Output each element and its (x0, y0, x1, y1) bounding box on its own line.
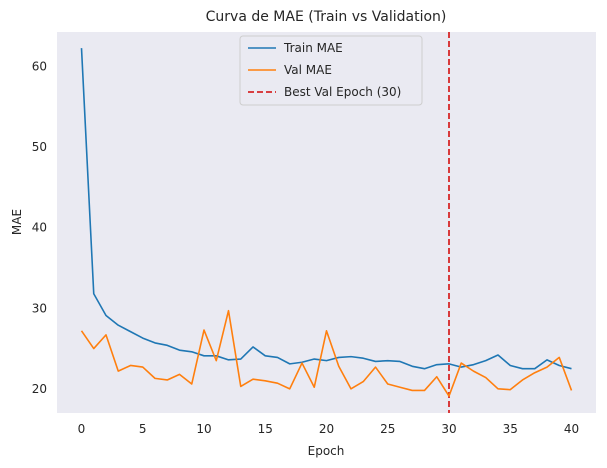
x-tick-labels: 0 5 10 15 20 25 30 35 40 (78, 422, 579, 436)
x-tick-label: 5 (139, 422, 147, 436)
series-lines (80, 48, 573, 397)
y-tick-label: 50 (32, 140, 47, 154)
x-axis-label: Epoch (308, 444, 345, 458)
x-tick-label: 30 (441, 422, 456, 436)
legend-label-best-epoch: Best Val Epoch (30) (284, 85, 401, 99)
chart-title: Curva de MAE (Train vs Validation) (206, 9, 447, 25)
val-mae-line (80, 309, 573, 397)
x-tick-label: 0 (78, 422, 86, 436)
x-tick-label: 15 (258, 422, 273, 436)
legend: Train MAE Val MAE Best Val Epoch (30) (239, 35, 423, 106)
x-tick-label: 25 (380, 422, 395, 436)
x-tick-label: 10 (196, 422, 211, 436)
x-tick-label: 35 (503, 422, 518, 436)
y-tick-label: 60 (32, 60, 47, 74)
y-tick-label: 40 (32, 221, 47, 235)
legend-box (239, 35, 423, 106)
x-tick-label: 40 (564, 422, 579, 436)
y-axis-label: MAE (10, 209, 24, 235)
x-tick-label: 20 (319, 422, 334, 436)
y-tick-label: 30 (32, 301, 47, 315)
train-mae-line (80, 48, 572, 370)
legend-label-val: Val MAE (284, 63, 332, 77)
legend-label-train: Train MAE (283, 41, 343, 55)
y-tick-label: 20 (32, 382, 47, 396)
y-tick-labels: 20 30 40 50 60 (32, 60, 47, 396)
